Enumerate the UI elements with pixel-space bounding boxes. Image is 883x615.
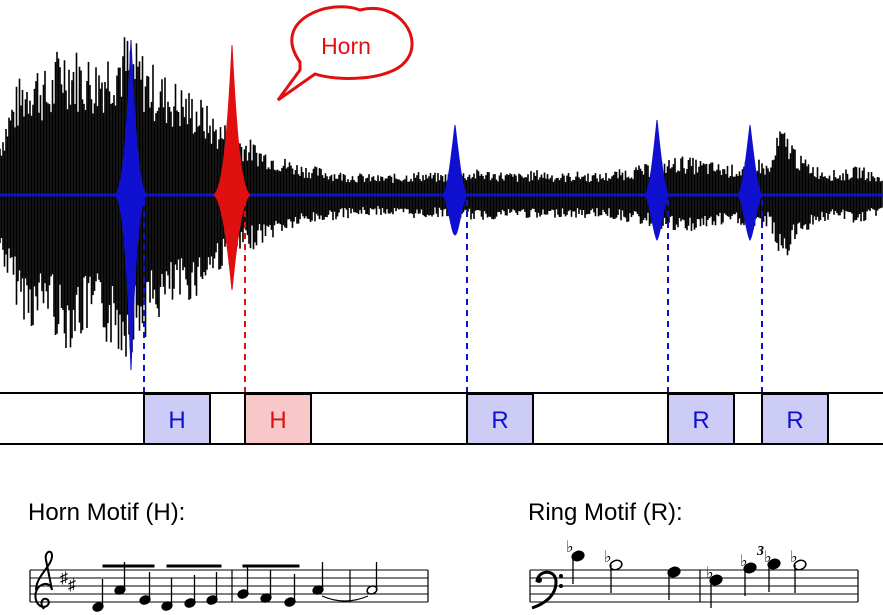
flat-sign: ♭ <box>566 539 574 556</box>
horn-callout: Horn <box>276 5 414 102</box>
ring-motif-staff: 3 ♭ ♭ ♭ ♭ ♭ ♭ <box>529 539 859 610</box>
flat-sign: ♭ <box>706 565 714 582</box>
flat-sign: ♭ <box>764 549 772 566</box>
tie-arc <box>321 595 369 602</box>
bass-clef-dot <box>536 577 542 583</box>
bass-clef-dot-lower <box>559 584 563 588</box>
treble-clef-icon <box>34 550 54 610</box>
motif-box-4 <box>667 393 735 445</box>
onset-spike-3 <box>442 124 468 236</box>
flat-sign: ♭ <box>790 549 798 566</box>
speech-bubble <box>276 5 414 102</box>
horn-motif-staff: ♯ ♯ <box>29 550 429 612</box>
motif-box-label-1: H <box>168 407 185 434</box>
onset-spikes <box>114 39 763 371</box>
horn-motif-title: Horn Motif (H): <box>28 499 185 526</box>
onset-spike-4 <box>644 119 670 241</box>
motif-box-label-5: R <box>786 407 803 434</box>
bass-clef-dot-upper <box>559 574 563 578</box>
onset-spike-1 <box>114 39 148 371</box>
motif-box-1 <box>143 393 211 445</box>
motif-box-3 <box>466 393 534 445</box>
tuplet-number: 3 <box>756 544 764 559</box>
motif-box-label-4: R <box>692 407 709 434</box>
motif-box-label-3: R <box>491 407 508 434</box>
motif-box-2 <box>244 393 312 445</box>
key-signature-sharps: ♯ <box>60 570 68 587</box>
flat-sign: ♭ <box>604 549 612 566</box>
onset-spike-5 <box>737 124 763 241</box>
onset-spike-2 <box>213 44 251 291</box>
key-signature-sharp-2: ♯ <box>68 577 76 594</box>
flat-sign: ♭ <box>740 553 748 570</box>
bass-clef-icon <box>531 570 558 610</box>
motif-box-label-2: H <box>269 407 286 434</box>
ring-motif-title: Ring Motif (R): <box>528 499 683 526</box>
audio-waveform <box>0 37 883 357</box>
motif-box-5 <box>761 393 829 445</box>
callout-text: Horn <box>321 33 371 59</box>
